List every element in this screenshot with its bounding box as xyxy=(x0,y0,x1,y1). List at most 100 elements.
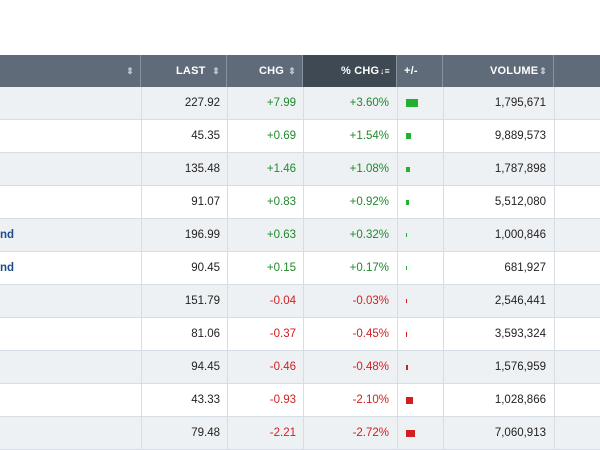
column-divider xyxy=(141,351,142,383)
header-chg[interactable]: CHG ⇕ xyxy=(227,55,303,87)
symbol-name[interactable] xyxy=(0,285,141,317)
column-divider xyxy=(554,384,555,416)
column-divider xyxy=(141,186,142,218)
volume-value: 1,787,898 xyxy=(494,163,546,175)
column-divider xyxy=(397,285,398,317)
change-bar xyxy=(406,200,409,205)
column-divider xyxy=(227,285,228,317)
column-divider xyxy=(397,153,398,185)
symbol-name[interactable] xyxy=(0,87,141,119)
column-divider xyxy=(303,252,304,284)
column-divider xyxy=(227,219,228,251)
last-price: 135.48 xyxy=(184,163,220,175)
change-bar xyxy=(406,266,407,270)
column-divider xyxy=(227,252,228,284)
column-divider xyxy=(554,351,555,383)
sort-icon[interactable]: ⇕ xyxy=(126,66,134,76)
symbol-name[interactable] xyxy=(0,417,141,449)
column-divider xyxy=(141,252,142,284)
volume-value: 1,795,671 xyxy=(494,97,546,109)
header-volume-label: VOLUME xyxy=(490,65,539,77)
sort-icon[interactable]: ⇕ xyxy=(288,66,296,76)
symbol-name[interactable] xyxy=(0,186,141,218)
table-row[interactable]: 135.48 +1.46 +1.08% 1,787,898 xyxy=(0,153,600,186)
volume-value: 7,060,913 xyxy=(494,427,546,439)
column-divider xyxy=(554,285,555,317)
column-divider xyxy=(397,120,398,152)
table-row[interactable]: nd 90.45 +0.15 +0.17% 681,927 xyxy=(0,252,600,285)
volume-value: 2,546,441 xyxy=(494,295,546,307)
column-divider xyxy=(141,285,142,317)
last-price: 43.33 xyxy=(191,394,220,406)
column-divider xyxy=(443,186,444,218)
column-divider xyxy=(443,351,444,383)
volume-value: 1,576,959 xyxy=(494,361,546,373)
table-row[interactable]: 81.06 -0.37 -0.45% 3,593,324 xyxy=(0,318,600,351)
column-divider xyxy=(227,384,228,416)
table-row[interactable]: nd 196.99 +0.63 +0.32% 1,000,846 xyxy=(0,219,600,252)
column-divider xyxy=(303,219,304,251)
change-bar xyxy=(406,365,408,370)
column-divider xyxy=(303,384,304,416)
column-divider xyxy=(303,153,304,185)
header-pct-chg[interactable]: % CHG ↓≡ xyxy=(303,55,397,87)
header-name[interactable]: ⇕ xyxy=(0,55,141,87)
volume-value: 5,512,080 xyxy=(494,196,546,208)
sort-icon[interactable]: ⇕ xyxy=(212,66,220,76)
symbol-name[interactable] xyxy=(0,153,141,185)
change-value: +0.63 xyxy=(266,229,296,241)
percent-change: +0.92% xyxy=(349,196,389,208)
column-divider xyxy=(227,318,228,350)
table-row[interactable]: 43.33 -0.93 -2.10% 1,028,866 xyxy=(0,384,600,417)
column-divider xyxy=(443,318,444,350)
volume-value: 9,889,573 xyxy=(494,130,546,142)
percent-change: +0.17% xyxy=(349,262,389,274)
header-pct-chg-label: % CHG xyxy=(341,65,380,77)
column-divider xyxy=(303,186,304,218)
volume-value: 681,927 xyxy=(504,262,546,274)
table-row[interactable]: 227.92 +7.99 +3.60% 1,795,671 xyxy=(0,87,600,120)
symbol-name[interactable]: nd xyxy=(0,229,15,241)
change-value: +1.46 xyxy=(266,163,296,175)
change-value: +7.99 xyxy=(266,97,296,109)
header-volume[interactable]: VOLUME ⇕ xyxy=(443,55,554,87)
column-divider xyxy=(554,417,555,449)
table-row[interactable]: 91.07 +0.83 +0.92% 5,512,080 xyxy=(0,186,600,219)
header-extra xyxy=(554,55,600,87)
sort-desc-icon[interactable]: ↓≡ xyxy=(379,66,390,76)
change-bar xyxy=(406,397,413,404)
percent-change: +3.60% xyxy=(349,97,389,109)
percent-change: -0.48% xyxy=(352,361,389,373)
table-row[interactable]: 94.45 -0.46 -0.48% 1,576,959 xyxy=(0,351,600,384)
column-divider xyxy=(141,219,142,251)
column-divider xyxy=(554,252,555,284)
sort-icon[interactable]: ⇕ xyxy=(539,66,547,76)
column-divider xyxy=(227,417,228,449)
column-divider xyxy=(303,417,304,449)
column-divider xyxy=(227,351,228,383)
column-divider xyxy=(554,219,555,251)
header-last-label: LAST xyxy=(176,65,206,77)
column-divider xyxy=(443,285,444,317)
symbol-name[interactable] xyxy=(0,351,141,383)
header-last[interactable]: LAST ⇕ xyxy=(141,55,227,87)
symbol-name[interactable] xyxy=(0,384,141,416)
column-divider xyxy=(227,153,228,185)
symbol-name[interactable]: nd xyxy=(0,262,15,274)
symbol-name[interactable] xyxy=(0,318,141,350)
table-row[interactable]: 45.35 +0.69 +1.54% 9,889,573 xyxy=(0,120,600,153)
change-value: +0.83 xyxy=(266,196,296,208)
column-divider xyxy=(443,153,444,185)
last-price: 196.99 xyxy=(184,229,220,241)
change-bar xyxy=(406,332,407,337)
volume-value: 1,000,846 xyxy=(494,229,546,241)
change-bar xyxy=(406,133,411,139)
column-divider xyxy=(141,87,142,119)
table-row[interactable]: 79.48 -2.21 -2.72% 7,060,913 xyxy=(0,417,600,450)
column-divider xyxy=(303,120,304,152)
column-divider xyxy=(397,351,398,383)
change-bar xyxy=(406,99,418,107)
table-row[interactable]: 151.79 -0.04 -0.03% 2,546,441 xyxy=(0,285,600,318)
header-plusminus: +/- xyxy=(397,55,443,87)
symbol-name[interactable] xyxy=(0,120,141,152)
